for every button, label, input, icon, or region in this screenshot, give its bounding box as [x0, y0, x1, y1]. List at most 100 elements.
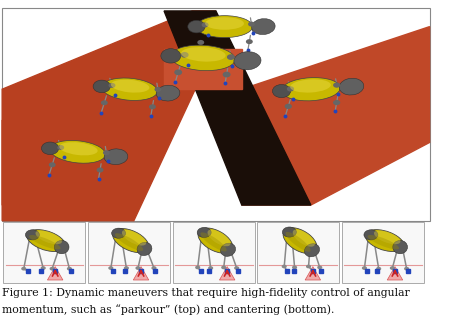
- Circle shape: [151, 266, 156, 270]
- Ellipse shape: [36, 230, 62, 244]
- Bar: [2, 8, 429, 221]
- Circle shape: [136, 266, 141, 270]
- Circle shape: [333, 100, 340, 105]
- Ellipse shape: [252, 19, 275, 35]
- Ellipse shape: [364, 230, 378, 240]
- Ellipse shape: [198, 228, 233, 253]
- Circle shape: [284, 104, 292, 109]
- Circle shape: [174, 69, 182, 75]
- Circle shape: [390, 266, 395, 270]
- Circle shape: [227, 54, 235, 60]
- Ellipse shape: [50, 140, 106, 163]
- Circle shape: [155, 87, 162, 92]
- Ellipse shape: [367, 235, 399, 249]
- Ellipse shape: [55, 240, 69, 254]
- Circle shape: [41, 266, 46, 270]
- Circle shape: [287, 86, 294, 92]
- Circle shape: [108, 266, 113, 270]
- Circle shape: [197, 40, 204, 45]
- Circle shape: [195, 266, 200, 269]
- Polygon shape: [219, 267, 235, 280]
- Ellipse shape: [26, 230, 39, 240]
- Polygon shape: [2, 17, 229, 221]
- Ellipse shape: [113, 229, 149, 253]
- Bar: [257, 222, 339, 283]
- Ellipse shape: [393, 240, 408, 254]
- Ellipse shape: [197, 227, 211, 237]
- Ellipse shape: [93, 80, 110, 93]
- Ellipse shape: [112, 228, 126, 238]
- Ellipse shape: [234, 52, 261, 70]
- Ellipse shape: [273, 85, 291, 98]
- Circle shape: [50, 267, 55, 270]
- Circle shape: [333, 82, 340, 88]
- Polygon shape: [164, 49, 242, 89]
- Circle shape: [234, 266, 239, 270]
- Circle shape: [306, 265, 311, 268]
- Ellipse shape: [339, 78, 364, 95]
- Circle shape: [103, 150, 110, 155]
- Circle shape: [21, 267, 27, 270]
- Circle shape: [292, 266, 297, 269]
- Ellipse shape: [156, 85, 180, 101]
- Ellipse shape: [122, 230, 146, 246]
- Ellipse shape: [285, 232, 310, 252]
- Circle shape: [404, 267, 409, 270]
- Ellipse shape: [104, 149, 128, 165]
- Circle shape: [109, 83, 116, 88]
- Ellipse shape: [290, 79, 331, 93]
- Polygon shape: [242, 27, 429, 205]
- Ellipse shape: [29, 235, 61, 249]
- Polygon shape: [387, 267, 403, 280]
- Ellipse shape: [171, 45, 235, 71]
- Bar: [3, 222, 85, 283]
- Ellipse shape: [283, 228, 317, 254]
- Circle shape: [201, 23, 209, 27]
- Bar: [342, 222, 424, 283]
- Ellipse shape: [293, 230, 315, 247]
- Ellipse shape: [111, 80, 149, 93]
- Text: Figure 1: Dynamic maneuvers that require high-fidelity control of angular: Figure 1: Dynamic maneuvers that require…: [2, 288, 410, 298]
- Ellipse shape: [374, 230, 401, 244]
- Circle shape: [49, 162, 55, 167]
- Polygon shape: [164, 11, 311, 205]
- Ellipse shape: [161, 49, 181, 63]
- Ellipse shape: [283, 227, 296, 237]
- Circle shape: [248, 22, 255, 27]
- Ellipse shape: [201, 232, 227, 251]
- Circle shape: [149, 104, 156, 109]
- Circle shape: [221, 266, 226, 269]
- Ellipse shape: [27, 230, 65, 251]
- Polygon shape: [305, 267, 320, 280]
- Ellipse shape: [282, 78, 340, 101]
- Ellipse shape: [220, 243, 236, 256]
- Circle shape: [223, 72, 230, 77]
- Polygon shape: [133, 267, 149, 280]
- Circle shape: [376, 267, 381, 270]
- Circle shape: [57, 145, 64, 150]
- Circle shape: [282, 265, 287, 268]
- Circle shape: [246, 39, 253, 44]
- Circle shape: [67, 267, 72, 270]
- Circle shape: [362, 266, 367, 270]
- Circle shape: [317, 266, 322, 269]
- Text: momentum, such as “parkour” (top) and cantering (bottom).: momentum, such as “parkour” (top) and ca…: [2, 304, 335, 315]
- Ellipse shape: [208, 230, 230, 246]
- Ellipse shape: [137, 242, 152, 256]
- Ellipse shape: [365, 230, 404, 251]
- Circle shape: [124, 266, 129, 270]
- Polygon shape: [47, 267, 63, 280]
- Ellipse shape: [205, 17, 244, 30]
- Circle shape: [181, 52, 189, 58]
- Bar: [173, 222, 255, 283]
- Ellipse shape: [304, 244, 319, 257]
- Ellipse shape: [115, 233, 143, 251]
- Ellipse shape: [196, 16, 253, 38]
- Circle shape: [101, 100, 108, 105]
- Circle shape: [97, 167, 103, 172]
- Ellipse shape: [41, 142, 59, 155]
- Ellipse shape: [59, 142, 98, 155]
- Ellipse shape: [101, 78, 157, 100]
- Ellipse shape: [181, 47, 226, 61]
- Circle shape: [208, 266, 213, 270]
